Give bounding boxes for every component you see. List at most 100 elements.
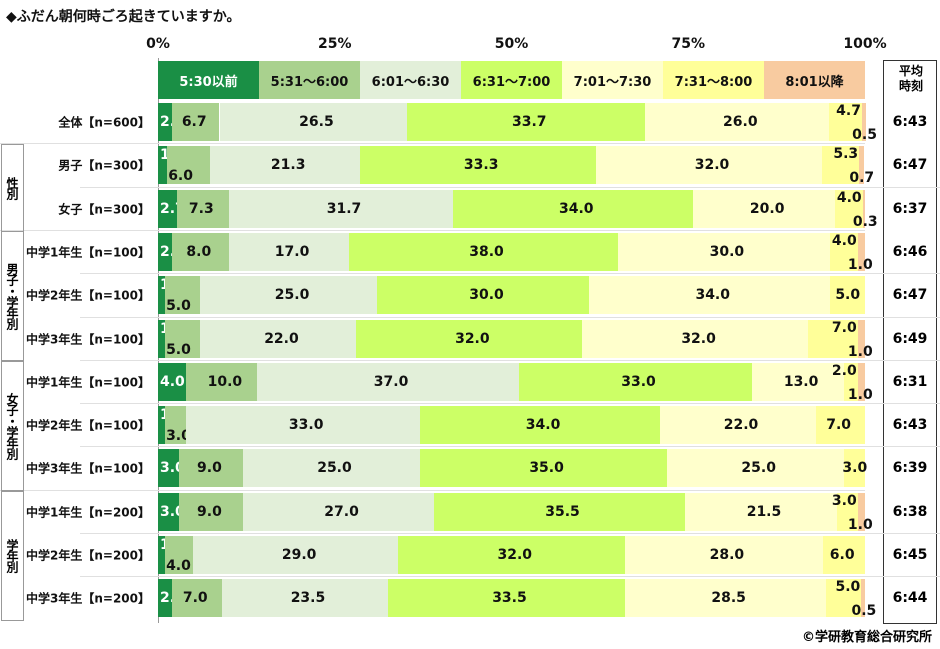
- data-label: 10.0: [207, 373, 243, 390]
- average-time-value: 6:44: [892, 590, 928, 607]
- data-label: 7.0: [831, 319, 857, 336]
- bar-segment: [433, 492, 685, 531]
- data-label: 1.0: [847, 516, 873, 533]
- average-time-value: 6:47: [892, 157, 928, 174]
- data-label: 3.0: [166, 428, 191, 445]
- bar-segment: [177, 189, 229, 228]
- bar-segment: [158, 449, 180, 488]
- data-label: 3.0: [831, 492, 857, 509]
- data-label: 4.0: [160, 373, 185, 390]
- bar-segment: [828, 103, 863, 141]
- row-label: 男子【n=300】: [58, 158, 150, 173]
- data-label: 7.0: [826, 417, 852, 434]
- bar-segment: [834, 189, 863, 228]
- bar-segment: [221, 579, 388, 618]
- bar-segment: [242, 492, 434, 531]
- bar-segment: [822, 536, 865, 574]
- data-label: 7.0: [182, 590, 208, 607]
- data-label: 28.5: [711, 590, 746, 607]
- group-label: 学年別: [1, 490, 24, 622]
- data-label: 9.0: [197, 503, 222, 520]
- bar-segment: [158, 406, 166, 445]
- data-label: 4.7: [836, 103, 861, 119]
- data-label: 21.5: [746, 503, 782, 520]
- data-label: 5.3: [833, 146, 859, 163]
- data-label: 20.0: [749, 200, 785, 217]
- row-label: 中学3年生【n=100】: [26, 332, 150, 346]
- average-time-column: [883, 60, 937, 624]
- row-label: 中学2年生【n=100】: [26, 288, 150, 303]
- average-time-value: 6:49: [892, 330, 928, 347]
- bar-segment: [228, 232, 349, 271]
- bar-segment: [589, 276, 830, 315]
- bar-segment: [377, 276, 590, 315]
- data-label: 21.3: [270, 157, 306, 174]
- row-label: 女子【n=300】: [58, 202, 150, 217]
- row-divider: [0, 489, 865, 491]
- bar-segment: [857, 232, 865, 271]
- bar-segment: [815, 406, 865, 445]
- data-label: 33.5: [492, 590, 527, 607]
- bar-segment: [158, 319, 166, 358]
- row-label: 全体【n=600】: [58, 115, 150, 130]
- average-time-value: 6:37: [892, 200, 928, 217]
- data-label: 5.0: [835, 287, 861, 304]
- data-label: 25.0: [274, 287, 310, 304]
- bar-segment: [857, 492, 865, 531]
- bar-segment: [348, 232, 618, 271]
- data-label: 28.0: [709, 547, 745, 563]
- bar-segment: [826, 579, 862, 618]
- data-label: 33.3: [463, 157, 499, 174]
- data-label: 9.0: [197, 460, 222, 477]
- bar-segment: [219, 103, 407, 141]
- bar-segment: [179, 449, 243, 488]
- bar-segment: [228, 189, 453, 228]
- bar-segment: [659, 406, 816, 445]
- average-time-value: 6:38: [892, 503, 928, 520]
- row-label: 中学1年生【n=100】: [26, 245, 150, 260]
- row-divider: [80, 359, 940, 361]
- data-label: 32.0: [681, 330, 716, 347]
- bar-segment: [582, 319, 809, 358]
- data-label: 8.0: [186, 243, 212, 260]
- bar-segment: [256, 362, 519, 401]
- bar-segment: [200, 319, 356, 358]
- data-label: 0.5: [852, 127, 877, 143]
- bar-segment: [165, 276, 201, 315]
- data-label: 6.0: [829, 547, 855, 563]
- row-divider: [80, 186, 940, 188]
- average-time-value: 6:39: [892, 460, 928, 477]
- bar-segment: [595, 146, 822, 185]
- data-label: 0.3: [852, 213, 878, 230]
- bar-segment: [821, 146, 860, 185]
- data-label: 5.0: [166, 298, 191, 315]
- data-label: 2.0: [831, 362, 857, 379]
- bar-segment: [158, 536, 166, 574]
- legend-item: 8:01以降: [764, 61, 865, 99]
- row-label: 中学1年生【n=100】: [26, 375, 150, 390]
- bar-segment: [419, 449, 668, 488]
- bar-segment: [862, 103, 866, 141]
- bar-segment: [179, 492, 243, 531]
- data-label: 25.0: [741, 460, 776, 477]
- data-label: 32.0: [694, 157, 730, 174]
- legend-item: 6:01～6:30: [360, 61, 461, 99]
- bar-segment: [242, 449, 420, 488]
- x-tick-label: 100%: [843, 36, 887, 52]
- average-time-value: 6:43: [892, 114, 928, 130]
- data-label: 6.0: [168, 168, 193, 185]
- x-tick-label: 25%: [317, 36, 352, 52]
- bar-segment: [193, 536, 399, 574]
- data-label: 27.0: [324, 503, 359, 520]
- row-label: 中学3年生【n=200】: [26, 591, 150, 606]
- data-label: 34.0: [695, 287, 730, 304]
- data-label: 29.0: [281, 547, 317, 563]
- row-label: 中学1年生【n=200】: [26, 505, 150, 520]
- bar-segment: [808, 319, 858, 358]
- row-divider: [80, 273, 940, 275]
- legend-item: 5:31～6:00: [259, 61, 360, 99]
- row-label: 中学2年生【n=200】: [26, 548, 150, 563]
- bar-segment: [862, 189, 865, 228]
- question-title: ◆ふだん朝何時ごろ起きていますか。: [6, 9, 241, 25]
- bar-segment: [617, 232, 830, 271]
